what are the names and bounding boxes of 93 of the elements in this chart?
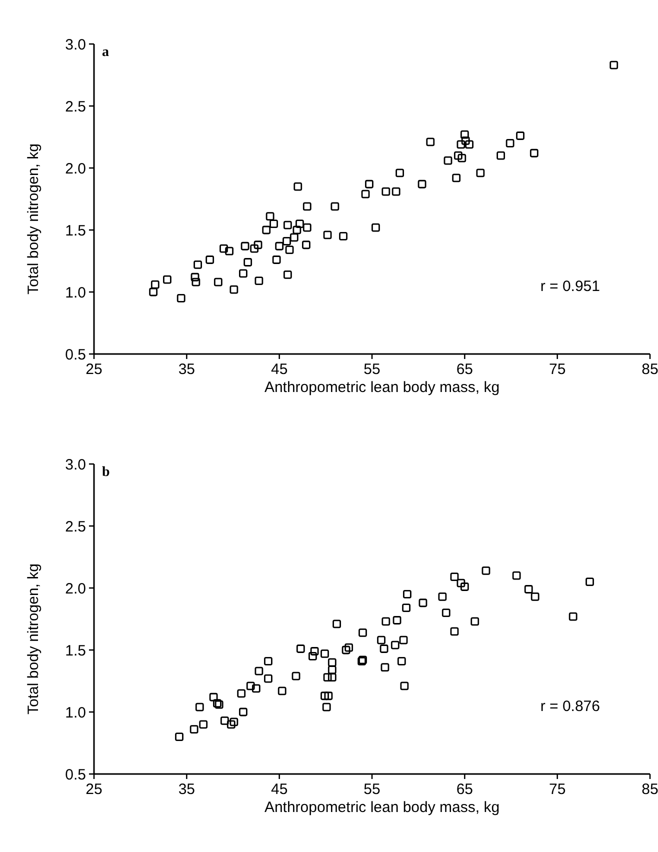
point — [302, 240, 310, 250]
point — [225, 246, 234, 256]
point — [275, 242, 284, 250]
y-tick-label: 1.0 — [65, 284, 86, 302]
x-tick-label: 25 — [86, 361, 102, 378]
x-tick-label: 85 — [642, 781, 658, 798]
point — [220, 244, 228, 253]
x-tick-label: 65 — [456, 361, 474, 378]
point — [476, 168, 485, 178]
x-tick-label: 55 — [364, 361, 380, 378]
x-axis-title: Anthropometric lean body mass, kg — [264, 799, 500, 816]
point — [192, 278, 200, 286]
point — [465, 140, 474, 149]
point — [456, 140, 466, 149]
point — [454, 151, 462, 160]
point — [392, 187, 400, 196]
point — [323, 230, 332, 240]
point — [610, 60, 618, 70]
point — [283, 270, 292, 279]
point — [330, 202, 340, 211]
x-tick-label: 25 — [86, 781, 102, 798]
point — [238, 269, 248, 278]
point — [254, 276, 264, 286]
point — [426, 138, 435, 146]
y-tick-label: 2.5 — [65, 98, 86, 116]
y-tick-label: 0.5 — [65, 346, 86, 364]
annotation: r = 0.876 — [540, 698, 600, 715]
point — [302, 202, 312, 211]
point — [250, 244, 259, 253]
point — [272, 256, 281, 264]
point — [240, 242, 250, 250]
x-tick-label: 35 — [178, 361, 196, 378]
point — [418, 180, 426, 188]
point — [230, 285, 238, 294]
point — [382, 187, 390, 196]
x-tick-label: 65 — [456, 781, 474, 798]
point — [254, 240, 262, 250]
chart-title: b — [102, 465, 110, 480]
point — [270, 220, 278, 228]
point — [361, 190, 370, 198]
point — [244, 258, 252, 266]
x-tick-label: 85 — [642, 361, 658, 378]
y-tick-label: 2.0 — [65, 580, 86, 598]
y-tick-label: 1.5 — [65, 222, 86, 240]
point — [530, 148, 538, 158]
point — [496, 151, 506, 160]
y-tick-label: 1.5 — [65, 642, 86, 660]
point — [452, 174, 461, 182]
point — [176, 294, 186, 302]
point — [516, 132, 524, 140]
point — [290, 233, 298, 242]
y-tick-label: 2.0 — [65, 160, 86, 178]
annotation: r = 0.951 — [540, 278, 600, 295]
point — [194, 260, 202, 269]
point — [339, 232, 348, 240]
point — [506, 139, 514, 148]
y-tick-label: 3.0 — [65, 456, 86, 474]
point — [365, 180, 374, 188]
x-tick-label: 45 — [270, 781, 288, 798]
y-axis-title: Total body nitrogen, kg — [25, 144, 42, 294]
y-tick-label: 3.0 — [65, 36, 86, 54]
point — [372, 223, 380, 232]
point — [283, 220, 292, 230]
point — [292, 226, 302, 234]
y-tick-label: 1.0 — [65, 704, 86, 722]
point — [150, 280, 160, 289]
y-axis-title: Total body nitrogen, kg — [25, 564, 42, 714]
point — [396, 168, 404, 178]
point — [296, 220, 304, 228]
point — [302, 223, 312, 232]
point — [190, 272, 200, 282]
chart-title: a — [102, 45, 109, 60]
x-tick-label: 45 — [270, 361, 288, 378]
x-tick-label: 35 — [178, 781, 196, 798]
x-tick-label: 75 — [548, 781, 566, 798]
point — [458, 154, 466, 162]
point — [163, 275, 172, 284]
y-tick-label: 0.5 — [65, 766, 86, 784]
point — [206, 256, 214, 264]
x-tick-label: 75 — [548, 361, 566, 378]
point — [214, 278, 222, 286]
point — [285, 246, 294, 254]
x-tick-label: 55 — [364, 781, 380, 798]
point — [294, 182, 302, 191]
point — [282, 236, 291, 246]
point — [460, 130, 469, 139]
x-axis-title: Anthropometric lean body mass, kg — [264, 379, 500, 396]
point — [444, 156, 452, 165]
point — [262, 226, 271, 234]
y-tick-label: 2.5 — [65, 518, 86, 536]
point — [266, 212, 274, 221]
point — [149, 288, 158, 296]
point — [461, 136, 470, 145]
